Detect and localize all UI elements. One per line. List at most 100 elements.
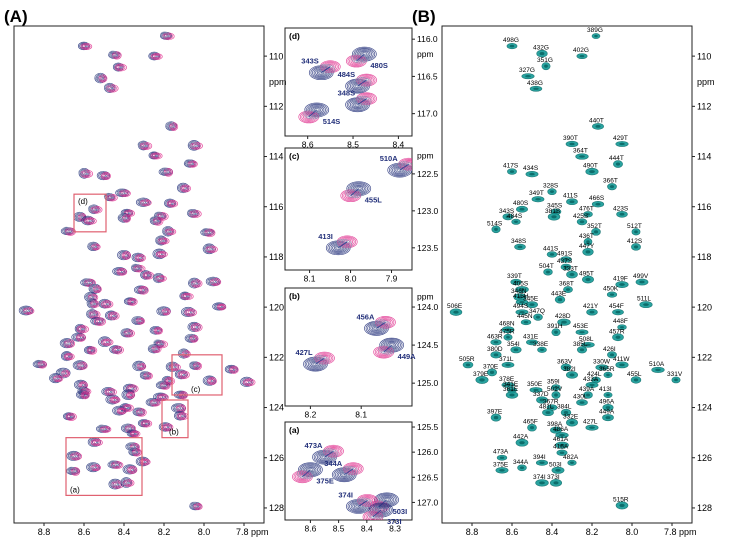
panel-a-peak-navy bbox=[148, 51, 161, 61]
panel-b-peak-core bbox=[539, 398, 545, 402]
panel-a-peak-pink bbox=[65, 353, 74, 360]
panel-a-peak-navy bbox=[224, 364, 238, 374]
panel-b-main: 8.8 8.6 8.4 8.2 8.0 7.8 ppm 110 112 114 116 118 120… bbox=[441, 25, 715, 537]
panel-a-peak-slate bbox=[154, 274, 160, 280]
panel-a-peak-pink bbox=[93, 440, 100, 445]
panel-a-peak-navy bbox=[132, 360, 146, 372]
panel-a-peak-slate bbox=[79, 387, 85, 393]
panel-a-peak-pink bbox=[160, 395, 166, 400]
d_inset-peak-navy bbox=[359, 51, 369, 57]
panel-a-peak-pink bbox=[76, 325, 89, 334]
panel-a-peak-navy bbox=[104, 310, 118, 321]
d_inset-peak-slate bbox=[322, 67, 330, 72]
panel-a-peak-pink bbox=[110, 397, 119, 403]
a_inset-peak-slate bbox=[357, 499, 369, 507]
panel-a-peak-slate bbox=[87, 300, 94, 305]
panel-a-label: (A) bbox=[4, 7, 28, 26]
B_main-xtick-label: 8.2 bbox=[586, 527, 599, 537]
panel-b-peak-core bbox=[619, 212, 625, 216]
panel-a-peak-slate bbox=[81, 278, 91, 285]
d_inset-ytick-label: 116.5 bbox=[417, 71, 438, 81]
panel-b-peak-core bbox=[494, 227, 498, 231]
panel-a-peak-slate bbox=[156, 237, 163, 242]
panel-b-peak-label: 482A bbox=[563, 454, 579, 461]
panel-a-peak-navy bbox=[96, 170, 111, 181]
panel-b-peak-label: 437S bbox=[557, 258, 573, 265]
a_inset-peak-slate bbox=[369, 508, 385, 519]
panel-b-peak-core bbox=[549, 406, 555, 409]
panel-a-peak-pink bbox=[90, 439, 103, 447]
panel-a-peak-slate bbox=[133, 317, 140, 322]
c_inset-peak-slate bbox=[333, 238, 353, 251]
panel-a-peak-pink bbox=[119, 409, 125, 413]
b_inset-peak-pink bbox=[377, 348, 390, 356]
panel-b-peak-core bbox=[585, 277, 591, 282]
c_inset-xtick-label: 8.0 bbox=[345, 274, 357, 284]
panel-b-peak-core bbox=[606, 373, 610, 377]
panel-a-peak-slate bbox=[149, 216, 159, 224]
panel-a-peak-navy bbox=[187, 140, 201, 151]
panel-a-peak-pink bbox=[140, 288, 146, 293]
c_inset-peak-slate bbox=[345, 186, 365, 199]
b_inset-peak-slate bbox=[371, 319, 391, 332]
panel-a-peak-pink bbox=[139, 458, 151, 466]
panel-a-peak-pink bbox=[112, 345, 124, 355]
panel-a-peak-pink bbox=[137, 256, 144, 260]
panel-a-peak-pink bbox=[126, 391, 136, 399]
d_inset-peak-slate bbox=[358, 99, 366, 104]
panel-a-peak-navy bbox=[86, 462, 101, 473]
panel-a-peak-pink bbox=[177, 370, 190, 380]
panel-a-peak-slate bbox=[120, 328, 130, 336]
panel-b-peak-label: 511L bbox=[637, 296, 651, 303]
panel-a-box-b bbox=[161, 399, 189, 439]
panel-b-peak-core bbox=[553, 481, 559, 485]
panel-b-peak-label: 481L bbox=[539, 404, 554, 411]
panel-a-peak-pink bbox=[153, 54, 160, 59]
panel-b-peak-core bbox=[615, 310, 621, 314]
panel-a-peak-slate bbox=[108, 50, 118, 58]
panel-a-peak-slate bbox=[130, 448, 136, 454]
panel-b-peak-core bbox=[619, 142, 625, 146]
panel-a-peak-navy bbox=[122, 390, 134, 399]
panel-a-peak-navy bbox=[72, 333, 85, 341]
b_inset-peak-slate bbox=[375, 321, 387, 329]
panel-b-peak-core bbox=[505, 383, 511, 387]
panel-a-peak-pink bbox=[180, 372, 187, 377]
panel-a-peak-navy bbox=[205, 276, 221, 287]
panel-a-peak-slate bbox=[132, 264, 139, 270]
c_inset-peak-slate bbox=[394, 161, 412, 174]
panel-a-peak-slate bbox=[134, 362, 141, 368]
panel-b-peak-label: 378E bbox=[499, 376, 515, 383]
panel-a-peak-pink bbox=[143, 421, 150, 426]
a_inset-peak-pink bbox=[295, 472, 310, 482]
panel-b-peak-label: 351G bbox=[537, 57, 553, 64]
panel-a-peak-slate bbox=[87, 462, 97, 470]
panel-b-peak-core bbox=[549, 253, 555, 256]
panel-b-peak-label: 486A bbox=[553, 426, 569, 433]
a_inset-peak-slate bbox=[345, 469, 353, 475]
panel-b-peak-core bbox=[561, 320, 567, 324]
panel-a-peak-pink bbox=[136, 255, 145, 261]
panel-b-peak-core bbox=[509, 388, 515, 392]
a_inset-shift-arrow bbox=[343, 468, 354, 476]
B_main-xtick-label: 8.4 bbox=[546, 527, 559, 537]
A_main-xtick-label: 7.8 ppm bbox=[236, 527, 269, 537]
panel-a-peak-navy bbox=[112, 267, 127, 276]
panel-b-peak-core bbox=[605, 406, 611, 409]
panel-a-peak-pink bbox=[116, 407, 127, 415]
panel-a-peak-slate bbox=[97, 424, 106, 432]
B_main-ytick-label: 122 bbox=[697, 352, 712, 362]
panel-a-peak-slate bbox=[96, 74, 102, 80]
panel-b-peak-core bbox=[553, 210, 559, 214]
panel-a-peak-pink bbox=[156, 328, 161, 333]
panel-a-peak-pink bbox=[129, 430, 141, 438]
a_inset-title: (a) bbox=[289, 425, 300, 435]
panel-b-peak-core bbox=[609, 293, 615, 296]
panel-b-peak-core bbox=[505, 215, 511, 219]
a_inset-peak-slate bbox=[325, 451, 333, 457]
a_inset-peak-pink bbox=[292, 470, 313, 484]
a_inset-shift-arrow bbox=[302, 469, 311, 478]
panel-a-peak-pink bbox=[94, 317, 106, 326]
a_inset-peaks bbox=[292, 444, 399, 520]
panel-b-peak-label: 382I bbox=[563, 366, 576, 373]
